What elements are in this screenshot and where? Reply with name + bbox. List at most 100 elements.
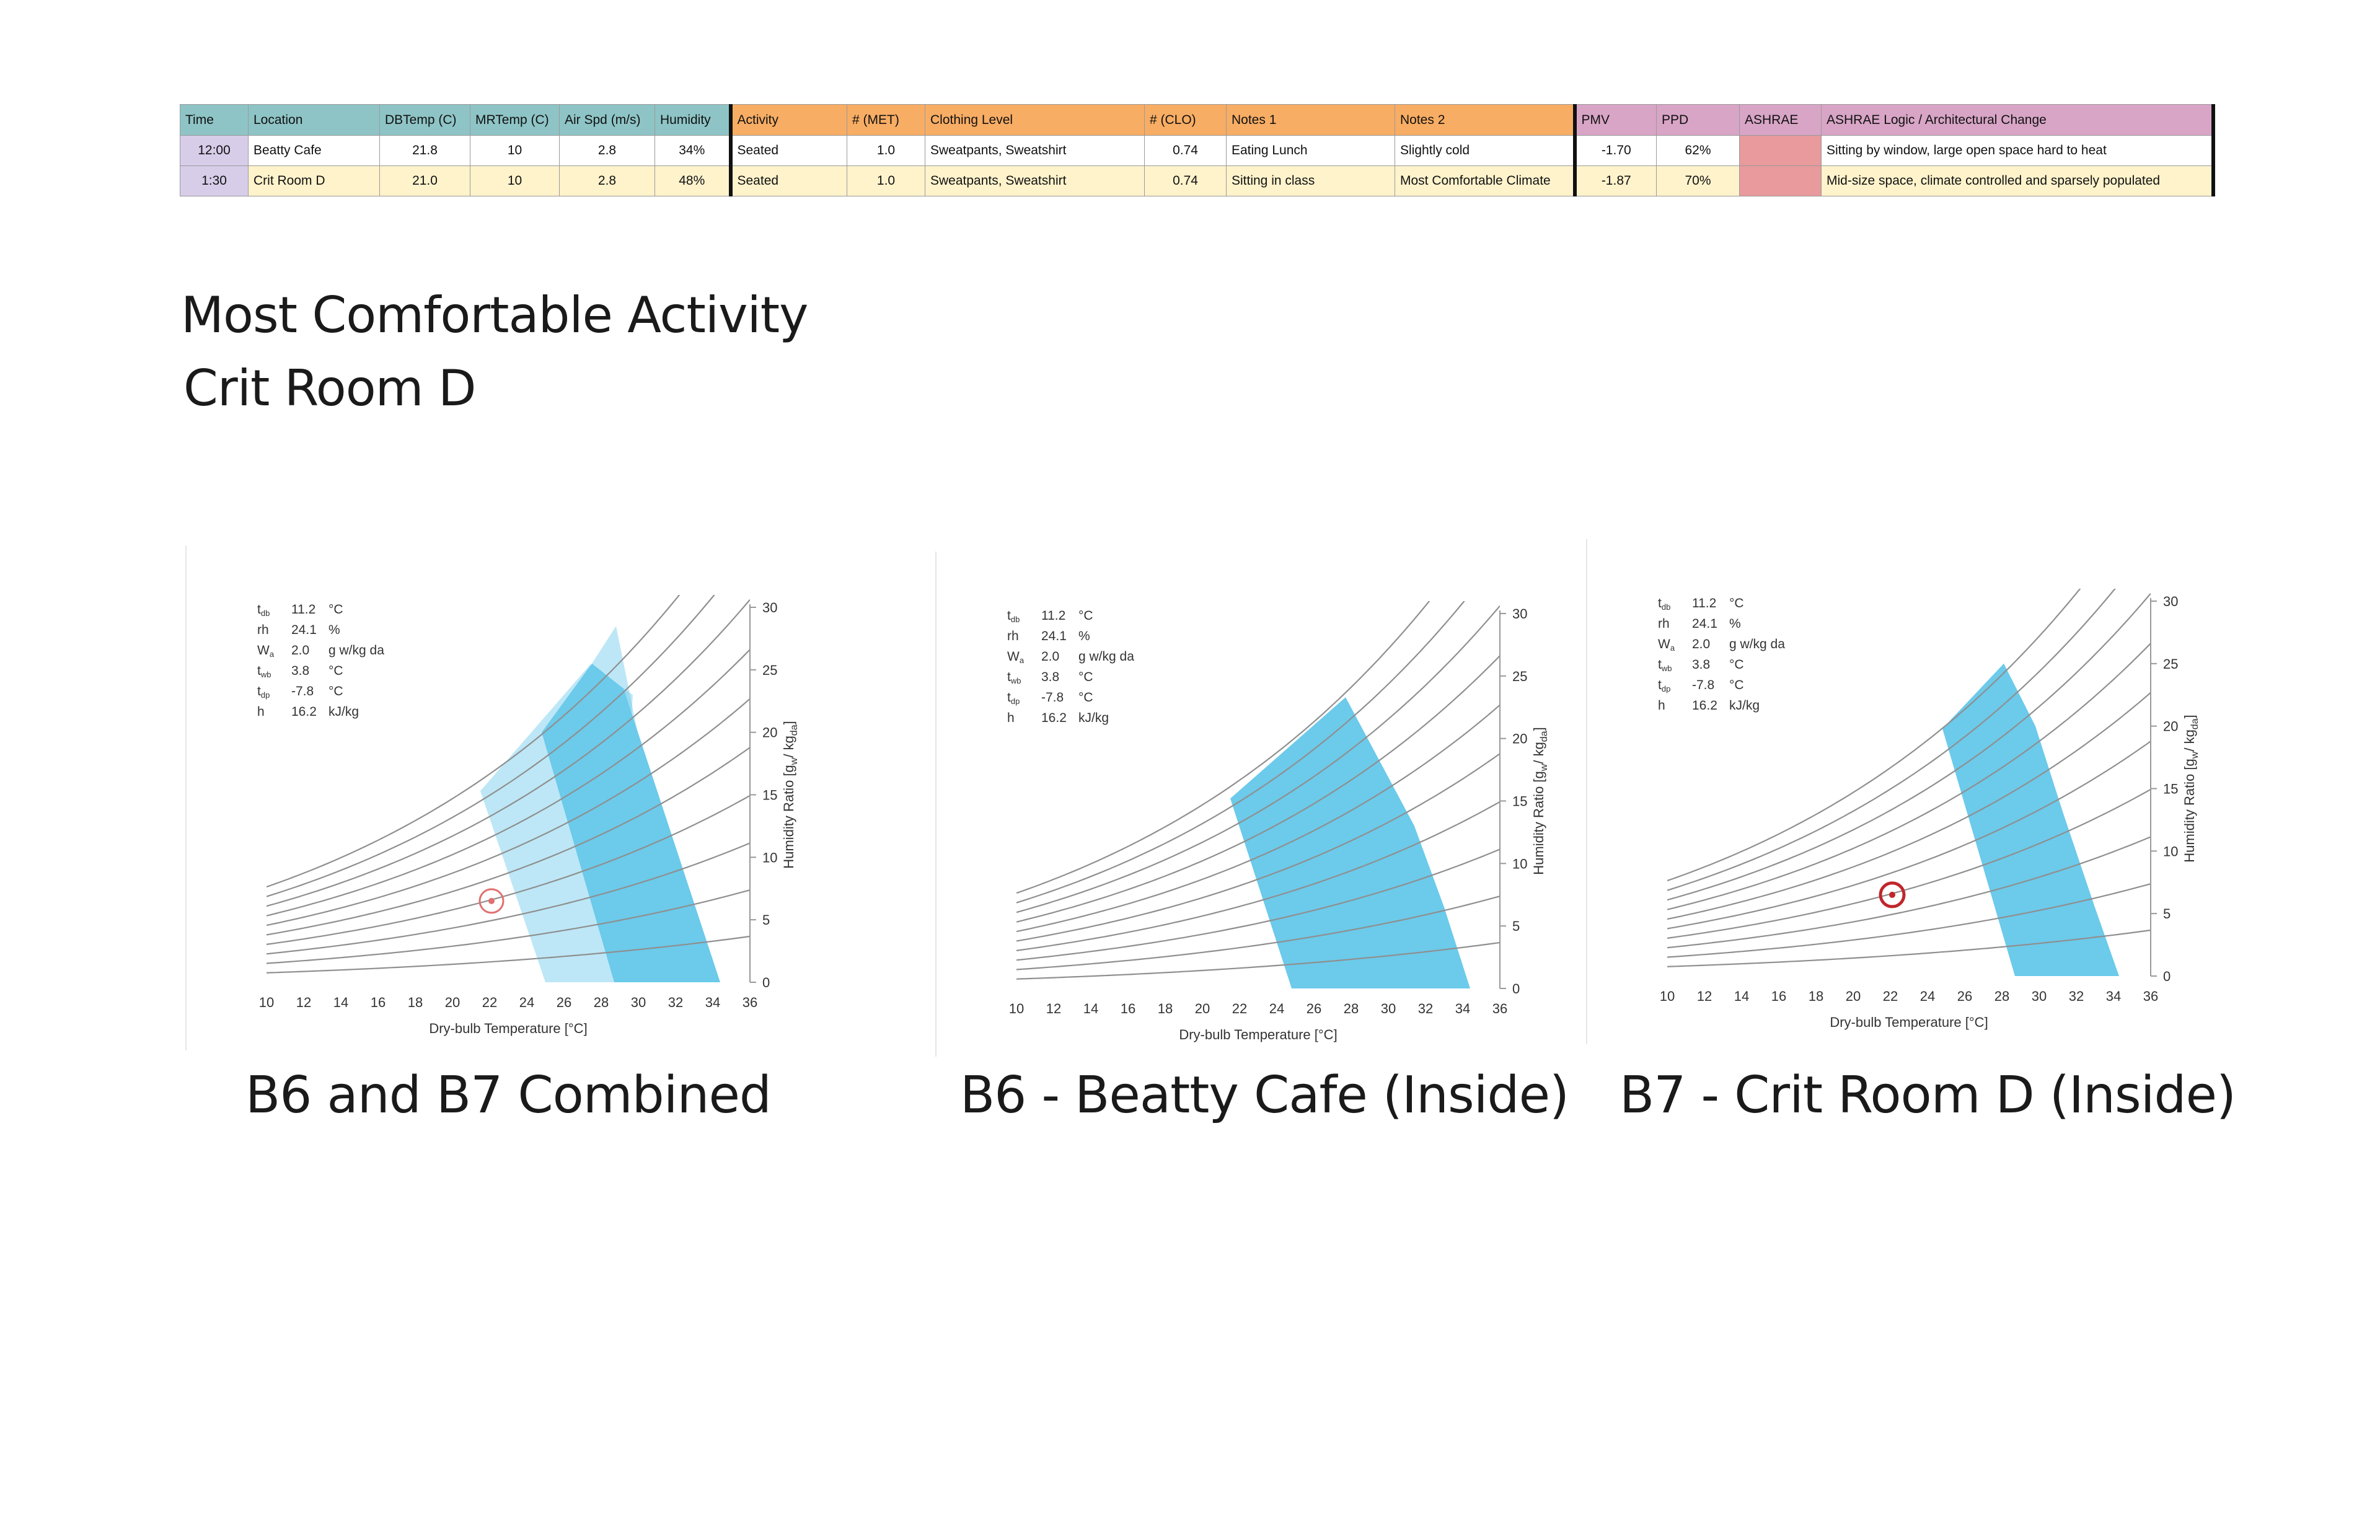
- y-label-part: Humidity Ratio [g: [781, 765, 796, 869]
- x-tick-label: 24: [1920, 988, 1935, 1004]
- x-tick-label: 26: [1307, 1001, 1321, 1016]
- readout-subscript: wb: [1661, 664, 1672, 673]
- cell-clothing: Sweatpants, Sweatshirt: [925, 165, 1145, 196]
- y-label-part: Humidity Ratio [g: [2182, 759, 2197, 863]
- x-axis-label: Dry-bulb Temperature [°C]: [1179, 1027, 1337, 1042]
- cell-met: 1.0: [847, 165, 925, 196]
- readout-unit: °C: [1729, 596, 1744, 610]
- readout-subscript: db: [261, 609, 270, 618]
- col-header: Time: [180, 104, 249, 136]
- rh-curve: [1016, 801, 1500, 951]
- y-label-part: Humidity Ratio [g: [1531, 771, 1546, 875]
- cell-clo: 0.74: [1144, 135, 1227, 166]
- readout-symbol: h: [257, 705, 265, 719]
- col-header: ASHRAE: [1739, 104, 1822, 136]
- readout-value: 3.8: [1692, 658, 1710, 672]
- rh-curve: [1667, 589, 2116, 891]
- y-tick-label: 30: [2163, 594, 2178, 609]
- chart-plot-area: [1667, 589, 2151, 976]
- rh-curve: [267, 595, 715, 897]
- y-label-part: da: [789, 724, 800, 736]
- readout-value: 2.0: [1692, 637, 1710, 651]
- rh-curve: [267, 842, 750, 955]
- readout-unit: g w/kg da: [1078, 649, 1134, 664]
- x-tick-label: 36: [2143, 988, 2158, 1004]
- readout-unit: kJ/kg: [1078, 711, 1109, 725]
- readout-symbol: Wa: [1007, 649, 1025, 665]
- x-tick-label: 34: [705, 995, 720, 1010]
- x-tick-label: 24: [519, 995, 534, 1010]
- rh-curve: [1667, 589, 2081, 882]
- y-tick-label: 0: [762, 975, 770, 990]
- y-label-part: da: [2190, 718, 2200, 729]
- cell-pmv: -1.87: [1572, 165, 1657, 196]
- y-axis-label: Humidity Ratio [gw/ kgda]: [781, 721, 800, 868]
- rh-curve: [267, 889, 750, 964]
- readout-value: 24.1: [1041, 629, 1067, 643]
- readout-unit: °C: [328, 664, 343, 678]
- readout-value: 16.2: [291, 705, 317, 719]
- x-tick-label: 28: [1994, 988, 2009, 1004]
- cell-activity: Seated: [728, 165, 847, 196]
- rh-curve: [1016, 704, 1500, 933]
- cell-pmv: -1.70: [1572, 135, 1657, 166]
- rh-curve: [1667, 643, 2151, 910]
- rh-curve: [1016, 941, 1500, 980]
- cell-logic: Sitting by window, large open space hard…: [1821, 135, 2215, 166]
- chart-plot-area: [1016, 601, 1500, 988]
- x-tick-label: 34: [2106, 988, 2121, 1004]
- col-header: # (MET): [847, 104, 925, 136]
- rh-curve: [1016, 605, 1500, 913]
- page-title: Most Comfortable Activity: [181, 286, 808, 344]
- x-tick-label: 24: [1269, 1001, 1284, 1016]
- readout-subscript: dp: [1662, 684, 1670, 693]
- x-tick-label: 26: [1957, 988, 1972, 1004]
- y-tick-label: 15: [762, 788, 777, 803]
- col-header: Humidity: [654, 104, 731, 136]
- x-tick-label: 20: [445, 995, 460, 1010]
- comfort-zone-extension: [592, 626, 648, 783]
- rh-curve: [1667, 592, 2151, 901]
- chart-caption-combined: B6 and B7 Combined: [245, 1066, 772, 1125]
- rh-curve: [1016, 655, 1500, 923]
- table-row: 1:30 Crit Room D 21.0 10 2.8 48% Seated …: [180, 165, 2215, 196]
- state-point: [488, 897, 495, 904]
- x-tick-label: 32: [2069, 988, 2084, 1004]
- y-axis-label: Humidity Ratio [gw/ kgda]: [2182, 715, 2200, 862]
- cell-mrtemp: 10: [470, 165, 560, 196]
- x-tick-label: 32: [1418, 1001, 1433, 1016]
- comfort-zone-dark: [1942, 663, 2119, 976]
- readout-value: 24.1: [291, 623, 317, 637]
- readout-subscript: dp: [1011, 697, 1020, 706]
- rh-curve: [1667, 692, 2151, 920]
- readout-subscript: db: [1662, 602, 1670, 612]
- col-header: PPD: [1656, 104, 1740, 136]
- x-tick-label: 16: [1771, 988, 1786, 1004]
- readout-symbol: rh: [1007, 629, 1019, 643]
- psychrometric-chart-crit-room-d: 0 5 10 15 20 25 30 10 12 14 16 18 20 22 24 26 28 30 32 34 36…: [1586, 539, 2200, 1044]
- y-tick-label: 5: [2163, 906, 2171, 922]
- y-tick-label: 20: [1512, 731, 1527, 747]
- psychrometric-chart-combined: 0 5 10 15 20 25 30 10 12 14 16 18 20 22 24 26 28 30 32 34 36…: [185, 545, 800, 1050]
- readout-symbol: tdb: [1658, 596, 1670, 612]
- cell-location: Crit Room D: [248, 165, 380, 196]
- x-tick-label: 34: [1455, 1001, 1470, 1016]
- cell-time: 1:30: [180, 165, 249, 196]
- readout-value: 16.2: [1041, 711, 1067, 725]
- cell-notes1: Sitting in class: [1226, 165, 1395, 196]
- readout-unit: %: [328, 623, 340, 637]
- readout-symbol: tdp: [1007, 690, 1020, 706]
- readout-unit: %: [1729, 617, 1741, 631]
- y-tick-label: 25: [762, 662, 777, 678]
- y-tick-label: 30: [1512, 606, 1527, 622]
- rh-curve: [1667, 788, 2151, 939]
- y-label-part: ]: [2182, 715, 2197, 718]
- chart-plot-area: [267, 595, 750, 982]
- psychrometric-chart-beatty-cafe: 0 5 10 15 20 25 30 10 12 14 16 18 20 22 24 26 28 30 32 34 36…: [935, 552, 1549, 1057]
- x-tick-label: 28: [594, 995, 609, 1010]
- rh-curve: [267, 649, 750, 917]
- readout-symbol: rh: [1658, 617, 1670, 631]
- x-tick-label: 18: [1809, 988, 1823, 1004]
- rh-curve: [1016, 895, 1500, 970]
- y-tick-label: 25: [2163, 656, 2178, 672]
